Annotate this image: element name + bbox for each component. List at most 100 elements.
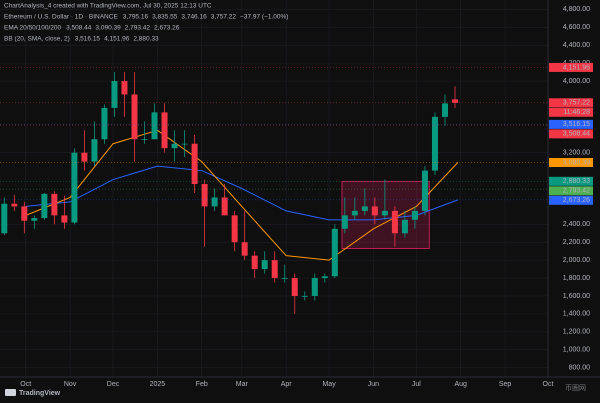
candle-body — [31, 218, 38, 221]
header-value: 3,757.22 — [211, 14, 237, 21]
x-tick-label: 2025 — [150, 381, 166, 388]
candle-body — [251, 255, 258, 270]
price-tag — [549, 186, 593, 196]
price-tag-label: 4,151.96 — [563, 64, 590, 71]
candle-body — [131, 94, 138, 140]
bb-label: BB (20, SMA, close, 2) — [4, 36, 70, 43]
x-tick-label: Sep — [499, 381, 512, 388]
x-tick-label: Feb — [196, 381, 208, 388]
candle-body — [121, 81, 128, 95]
y-tick-label: 4,800.00 — [563, 6, 590, 13]
candle-body — [401, 219, 408, 234]
price-tag — [549, 62, 593, 72]
x-tick-label: Oct — [20, 381, 31, 388]
candle-body — [391, 210, 398, 234]
candle-body — [311, 278, 318, 296]
x-tick-label: Oct — [543, 381, 554, 388]
candle-body — [211, 197, 218, 207]
header-value: 3,835.55 — [152, 14, 178, 21]
watermark: 币圈网 — [565, 384, 586, 392]
candle-body — [441, 103, 448, 117]
header-value: 3,746.16 — [181, 14, 207, 21]
y-tick-label: 2,400.00 — [563, 221, 590, 228]
price-tag-label: 2,793.42 — [563, 188, 590, 195]
price-tag-label: 2,880.33 — [563, 178, 590, 185]
x-tick-label: Dec — [107, 381, 120, 388]
candle-body — [281, 278, 288, 279]
candle-body — [321, 276, 328, 279]
candle-body — [111, 81, 118, 108]
credit: ChartAnalysis_4 created with TradingView… — [4, 3, 212, 10]
candle-body — [71, 152, 78, 223]
candle-body — [81, 152, 88, 162]
plot-area — [0, 0, 549, 377]
candle-body — [301, 295, 308, 297]
y-tick-label: 2,000.00 — [563, 257, 590, 264]
indicator-line — [25, 129, 459, 261]
candle-body — [431, 116, 438, 171]
x-tick-label: May — [322, 381, 336, 388]
price-tag-label: 2,673.26 — [563, 197, 590, 204]
price-tag — [549, 119, 593, 129]
candle-body — [351, 210, 358, 216]
candle-body — [61, 215, 68, 223]
header-value: 3,090.39 — [95, 25, 121, 32]
candle-body — [221, 197, 228, 216]
brand-name: TradingView — [19, 390, 61, 397]
candle-body — [201, 184, 208, 207]
price-tag — [549, 157, 593, 167]
y-tick-label: 4,600.00 — [563, 24, 590, 31]
price-tag-label: 3,508.44 — [563, 131, 590, 138]
price-tag-label: 3,757.22 — [563, 100, 590, 107]
x-tick-label: Jun — [368, 381, 379, 388]
candle-body — [381, 210, 388, 216]
brand: TradingView — [5, 389, 61, 397]
countdown-tag — [549, 107, 593, 117]
candle-body — [161, 112, 168, 149]
price-tag — [549, 195, 593, 205]
header-value: 3,516.15 — [75, 36, 101, 43]
price-tag-label: 3,090.39 — [563, 159, 590, 166]
candle-body — [231, 215, 238, 243]
x-tick-label: Nov — [64, 381, 77, 388]
candle-body — [171, 143, 178, 149]
x-tick-label: Apr — [281, 381, 293, 388]
price-tag — [549, 129, 593, 139]
header-value: 4,151.96 — [104, 36, 130, 43]
header-value: −37.97 (−1.00%) — [240, 14, 288, 21]
candle-body — [271, 260, 278, 279]
x-tick-label: Mar — [236, 381, 249, 388]
candle-body — [1, 203, 8, 234]
candle-body — [101, 107, 108, 140]
y-tick-label: 800.00 — [569, 364, 591, 371]
x-tick-label: Jul — [412, 381, 421, 388]
candle-body — [151, 112, 158, 140]
price-tag — [549, 176, 593, 186]
candle-body — [451, 99, 459, 103]
y-tick-label: 1,200.00 — [563, 329, 590, 336]
y-tick-label: 1,400.00 — [563, 311, 590, 318]
x-tick-label: Aug — [454, 381, 467, 388]
candle-body — [21, 206, 28, 221]
candle-body — [141, 139, 148, 141]
header-value: 2,673.26 — [154, 25, 180, 32]
candle-body — [181, 143, 188, 145]
candle-body — [261, 260, 268, 270]
candle-body — [11, 203, 18, 207]
candle-body — [51, 193, 58, 216]
candle-body — [191, 143, 198, 185]
symbol: Ethereum / U.S. Dollar · 1D · BINANCE — [4, 14, 118, 21]
header-value: 3,795.16 — [123, 14, 149, 21]
y-tick-label: 1,800.00 — [563, 275, 590, 282]
brand-logo — [5, 389, 16, 396]
candle-body — [331, 228, 338, 277]
ema-label: EMA 20/50/100/200 — [4, 25, 61, 32]
y-tick-label: 3,200.00 — [563, 150, 590, 157]
y-tick-label: 4,000.00 — [563, 78, 590, 85]
candle-body — [291, 278, 298, 296]
candle-body — [91, 139, 98, 162]
price-tag-label: 3,516.15 — [563, 121, 590, 128]
header-value: 2,880.33 — [133, 36, 159, 43]
